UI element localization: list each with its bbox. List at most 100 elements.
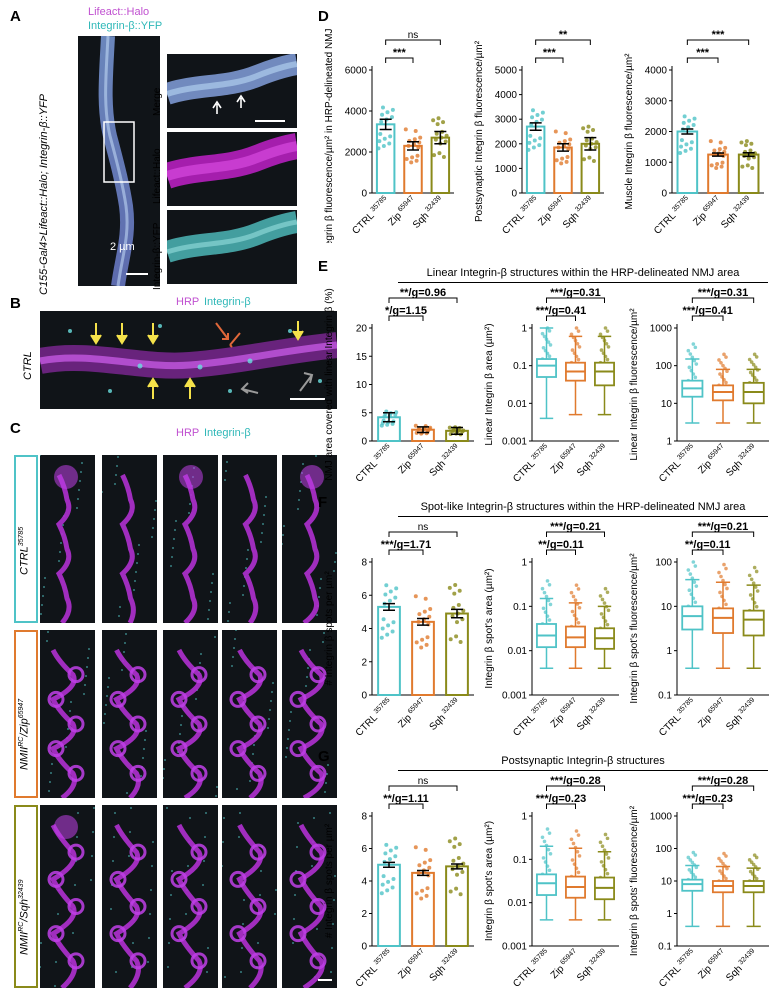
significance-bracket xyxy=(388,785,458,791)
data-point xyxy=(384,583,389,588)
outlier-point xyxy=(598,840,603,845)
data-point xyxy=(448,889,453,894)
data-point xyxy=(441,155,446,160)
outlier-point xyxy=(603,619,608,623)
outlier-point xyxy=(577,854,582,858)
y-tick-label: 1 xyxy=(521,324,527,335)
outlier-point xyxy=(542,334,547,339)
outlier-point xyxy=(690,860,695,865)
data-point xyxy=(385,888,390,893)
data-point xyxy=(452,591,457,596)
significance-bracket xyxy=(388,531,458,537)
data-point xyxy=(410,155,415,160)
data-point xyxy=(591,159,596,164)
outlier-point xyxy=(547,831,552,835)
box xyxy=(536,873,557,896)
chart-g1: # Integrin β spots per µm² 0 2 4 6 8 CTRL 3578… xyxy=(324,776,474,990)
panel-letter-d: D xyxy=(318,8,329,25)
outlier-point xyxy=(717,570,721,575)
micrograph-c-r3-c1 xyxy=(40,805,95,988)
box-whisker xyxy=(568,335,583,416)
data-point xyxy=(739,140,744,145)
y-tick-label: 10 xyxy=(661,602,673,613)
x-tick-label: CTRL 35785 xyxy=(511,948,553,990)
significance-label: ***/g=0.21 xyxy=(698,521,748,533)
y-axis-label: Integrin β spot's area (µm²) xyxy=(484,568,495,688)
data-point xyxy=(391,876,396,881)
micrograph-b xyxy=(40,311,337,409)
y-tick-label: 1 xyxy=(666,437,672,448)
data-point xyxy=(454,886,459,891)
outlier-point xyxy=(548,343,553,347)
data-point xyxy=(554,158,559,163)
box xyxy=(594,361,615,387)
y-tick-label: 0.01 xyxy=(508,399,528,410)
micrograph-c-r3-c4 xyxy=(222,805,277,988)
outlier-point xyxy=(717,358,721,362)
data-point xyxy=(419,896,424,901)
row-frame-ctrl xyxy=(14,455,38,623)
outlier-point xyxy=(606,608,611,613)
micrograph-c-r2-c4 xyxy=(222,630,277,798)
data-point xyxy=(709,163,714,168)
x-tick-label: Sqh 32439 xyxy=(574,443,610,479)
outlier-point xyxy=(540,331,545,336)
data-point xyxy=(413,845,418,850)
y-axis-label: # Integrin β spots per µm² xyxy=(324,823,335,938)
significance-bracket xyxy=(388,315,424,321)
outlier-point xyxy=(601,615,606,620)
significance-label: ***/g=0.23 xyxy=(682,793,732,805)
outlier-point xyxy=(543,860,548,864)
outlier-point xyxy=(577,345,582,349)
section-rule-e xyxy=(398,282,768,283)
y-tick-label: 0.001 xyxy=(502,437,527,448)
x-tick-label: Sqh 32439 xyxy=(724,443,760,479)
data-point xyxy=(385,632,390,637)
panel-letter-e: E xyxy=(318,258,329,275)
outlier-point xyxy=(752,853,757,857)
significance-label: ***/g=0.28 xyxy=(698,775,748,787)
outlier-point xyxy=(694,865,699,870)
outlier-point xyxy=(687,868,692,872)
data-point xyxy=(390,629,395,634)
outlier-point xyxy=(754,569,759,574)
significance-bracket xyxy=(691,803,724,809)
data-point xyxy=(453,583,458,588)
data-point xyxy=(424,642,429,647)
error-bar xyxy=(529,122,542,132)
data-point xyxy=(455,872,459,877)
outlier-point xyxy=(725,586,729,591)
significance-label: **/g=0.11 xyxy=(685,539,731,551)
outlier-point xyxy=(751,862,756,867)
bar xyxy=(580,142,601,195)
outlier-point xyxy=(723,366,727,371)
chart-f2: Integrin β spot's area (µm²) 0.001 0.01 0.1… xyxy=(484,521,619,739)
data-point xyxy=(389,115,394,120)
data-point xyxy=(456,856,461,861)
data-point xyxy=(385,110,390,115)
data-point xyxy=(458,640,463,645)
outlier-point xyxy=(602,848,607,852)
data-point xyxy=(419,645,424,650)
x-tick-label: CTRL 35785 xyxy=(511,443,553,485)
data-point xyxy=(384,842,389,847)
error-bar xyxy=(451,608,463,619)
outlier-point xyxy=(545,614,550,618)
outlier-point xyxy=(574,829,579,833)
data-point xyxy=(432,153,437,158)
bar xyxy=(445,612,469,696)
genotype-label-b: CTRL xyxy=(22,351,34,380)
y-tick-label: 0.1 xyxy=(513,361,527,372)
outlier-point xyxy=(721,363,725,368)
outlier-point xyxy=(748,370,753,375)
significance-bracket xyxy=(686,57,719,63)
row-label-ctrl: CTRL35785 xyxy=(18,526,31,575)
y-tick-label: 4000 xyxy=(495,90,518,101)
chart-e3: Linear Integrin β fluorescence/µm² 1 10 100… xyxy=(629,287,769,485)
y-tick-label: 1 xyxy=(666,909,672,920)
outlier-point xyxy=(754,604,759,609)
outlier-point xyxy=(752,600,757,605)
data-point xyxy=(456,602,461,607)
x-tick-label: Sqh 32439 xyxy=(427,948,463,984)
outlier-point xyxy=(722,874,726,878)
